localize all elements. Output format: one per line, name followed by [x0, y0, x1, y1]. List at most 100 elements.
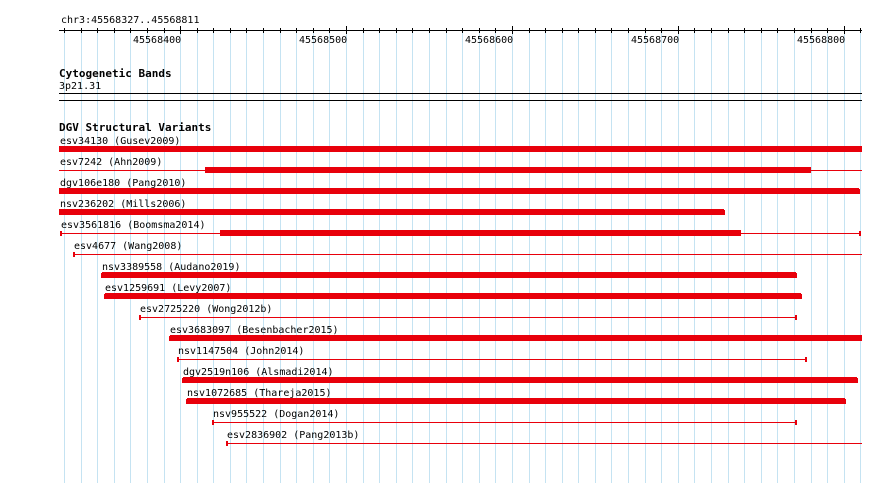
variant-end-cap	[795, 315, 797, 320]
variant-end-cap	[226, 441, 228, 446]
variant-end-cap	[856, 378, 858, 383]
cytoband-track-title: Cytogenetic Bands	[59, 68, 172, 80]
ruler-minor-tick	[562, 28, 563, 33]
variant-bar[interactable]	[59, 209, 724, 215]
ruler-minor-tick	[661, 28, 662, 33]
ruler-minor-tick	[329, 28, 330, 33]
variant-extent-line[interactable]	[213, 422, 796, 423]
ruler-minor-tick	[429, 28, 430, 33]
ruler-location-label: chr3:45568327..45568811	[61, 15, 199, 27]
variant-end-cap	[104, 294, 106, 299]
variant-end-cap	[723, 210, 725, 215]
variant-label[interactable]: esv2725220 (Wong2012b)	[140, 304, 272, 316]
variant-end-cap	[60, 231, 62, 236]
variant-bar[interactable]	[170, 335, 862, 341]
ruler-minor-tick	[246, 28, 247, 33]
cytoband-label: 3p21.31	[59, 81, 101, 93]
ruler-minor-tick	[64, 28, 65, 33]
ruler-minor-tick	[495, 28, 496, 33]
ruler-minor-tick	[744, 28, 745, 33]
variant-end-cap	[169, 336, 171, 341]
ruler-minor-tick	[529, 28, 530, 33]
variant-label[interactable]: esv3561816 (Boomsma2014)	[61, 220, 206, 232]
variant-end-cap	[858, 189, 860, 194]
ruler-minor-tick	[114, 28, 115, 33]
variant-end-cap	[805, 357, 807, 362]
ruler-minor-tick	[296, 28, 297, 33]
ruler-minor-tick	[396, 28, 397, 33]
variant-end-cap	[73, 252, 75, 257]
ruler-minor-tick	[578, 28, 579, 33]
variant-extent-line[interactable]	[74, 254, 862, 255]
ruler-minor-tick	[827, 28, 828, 33]
variant-end-cap	[212, 420, 214, 425]
variant-label[interactable]: esv4677 (Wang2008)	[74, 241, 182, 253]
variant-label[interactable]: esv7242 (Ahn2009)	[60, 157, 162, 169]
ruler-minor-tick	[794, 28, 795, 33]
variant-bar[interactable]	[59, 146, 862, 152]
ruler-major-tick	[512, 26, 513, 34]
ruler-minor-tick	[761, 28, 762, 33]
ruler-minor-tick	[379, 28, 380, 33]
variant-end-cap	[859, 231, 861, 236]
ruler-minor-tick	[412, 28, 413, 33]
ruler-minor-tick	[462, 28, 463, 33]
ruler-minor-tick	[280, 28, 281, 33]
ruler-minor-tick	[545, 28, 546, 33]
ruler-minor-tick	[97, 28, 98, 33]
ruler-minor-tick	[595, 28, 596, 33]
ruler-minor-tick	[711, 28, 712, 33]
ruler-minor-tick	[363, 28, 364, 33]
variant-extent-line[interactable]	[227, 443, 862, 444]
ruler-minor-tick	[130, 28, 131, 33]
cytoband-line-bottom	[59, 100, 862, 101]
ruler-minor-tick	[811, 28, 812, 33]
variant-label[interactable]: esv2836902 (Pang2013b)	[227, 430, 359, 442]
ruler-minor-tick	[164, 28, 165, 33]
variant-end-cap	[182, 378, 184, 383]
variant-end-cap	[101, 273, 103, 278]
variant-extent-line[interactable]	[178, 359, 806, 360]
variant-bar[interactable]	[59, 188, 859, 194]
variant-bar[interactable]	[220, 230, 741, 236]
variant-end-cap	[177, 357, 179, 362]
ruler-major-tick	[678, 26, 679, 34]
ruler-tick-label: 45568700	[631, 35, 677, 47]
ruler-tick-label: 45568500	[299, 35, 345, 47]
ruler-major-tick	[346, 26, 347, 34]
variant-bar[interactable]	[102, 272, 796, 278]
variant-label[interactable]: nsv1147504 (John2014)	[178, 346, 304, 358]
variant-label[interactable]: nsv955522 (Dogan2014)	[213, 409, 339, 421]
ruler-minor-tick	[777, 28, 778, 33]
ruler-minor-tick	[230, 28, 231, 33]
ruler-minor-tick	[728, 28, 729, 33]
ruler-minor-tick	[860, 28, 861, 33]
ruler-minor-tick	[147, 28, 148, 33]
variant-extent-line[interactable]	[140, 317, 796, 318]
ruler-tick-label: 45568800	[797, 35, 843, 47]
ruler-tick-label: 45568400	[133, 35, 179, 47]
ruler-minor-tick	[197, 28, 198, 33]
variant-bar[interactable]	[205, 167, 811, 173]
dgv-track-title: DGV Structural Variants	[59, 122, 211, 134]
ruler-major-tick	[180, 26, 181, 34]
ruler-minor-tick	[81, 28, 82, 33]
variant-bar[interactable]	[183, 377, 857, 383]
variant-bar[interactable]	[105, 293, 801, 299]
ruler-minor-tick	[628, 28, 629, 33]
ruler-minor-tick	[213, 28, 214, 33]
ruler-minor-tick	[611, 28, 612, 33]
variant-end-cap	[800, 294, 802, 299]
ruler-minor-tick	[479, 28, 480, 33]
ruler-minor-tick	[263, 28, 264, 33]
ruler-minor-tick	[694, 28, 695, 33]
variant-end-cap	[186, 399, 188, 404]
variant-end-cap	[795, 273, 797, 278]
variant-end-cap	[795, 420, 797, 425]
cytoband-line-top	[59, 93, 862, 94]
variant-end-cap	[844, 399, 846, 404]
variant-bar[interactable]	[187, 398, 845, 404]
ruler-tick-label: 45568600	[465, 35, 511, 47]
ruler-minor-tick	[446, 28, 447, 33]
ruler-major-tick	[844, 26, 845, 34]
